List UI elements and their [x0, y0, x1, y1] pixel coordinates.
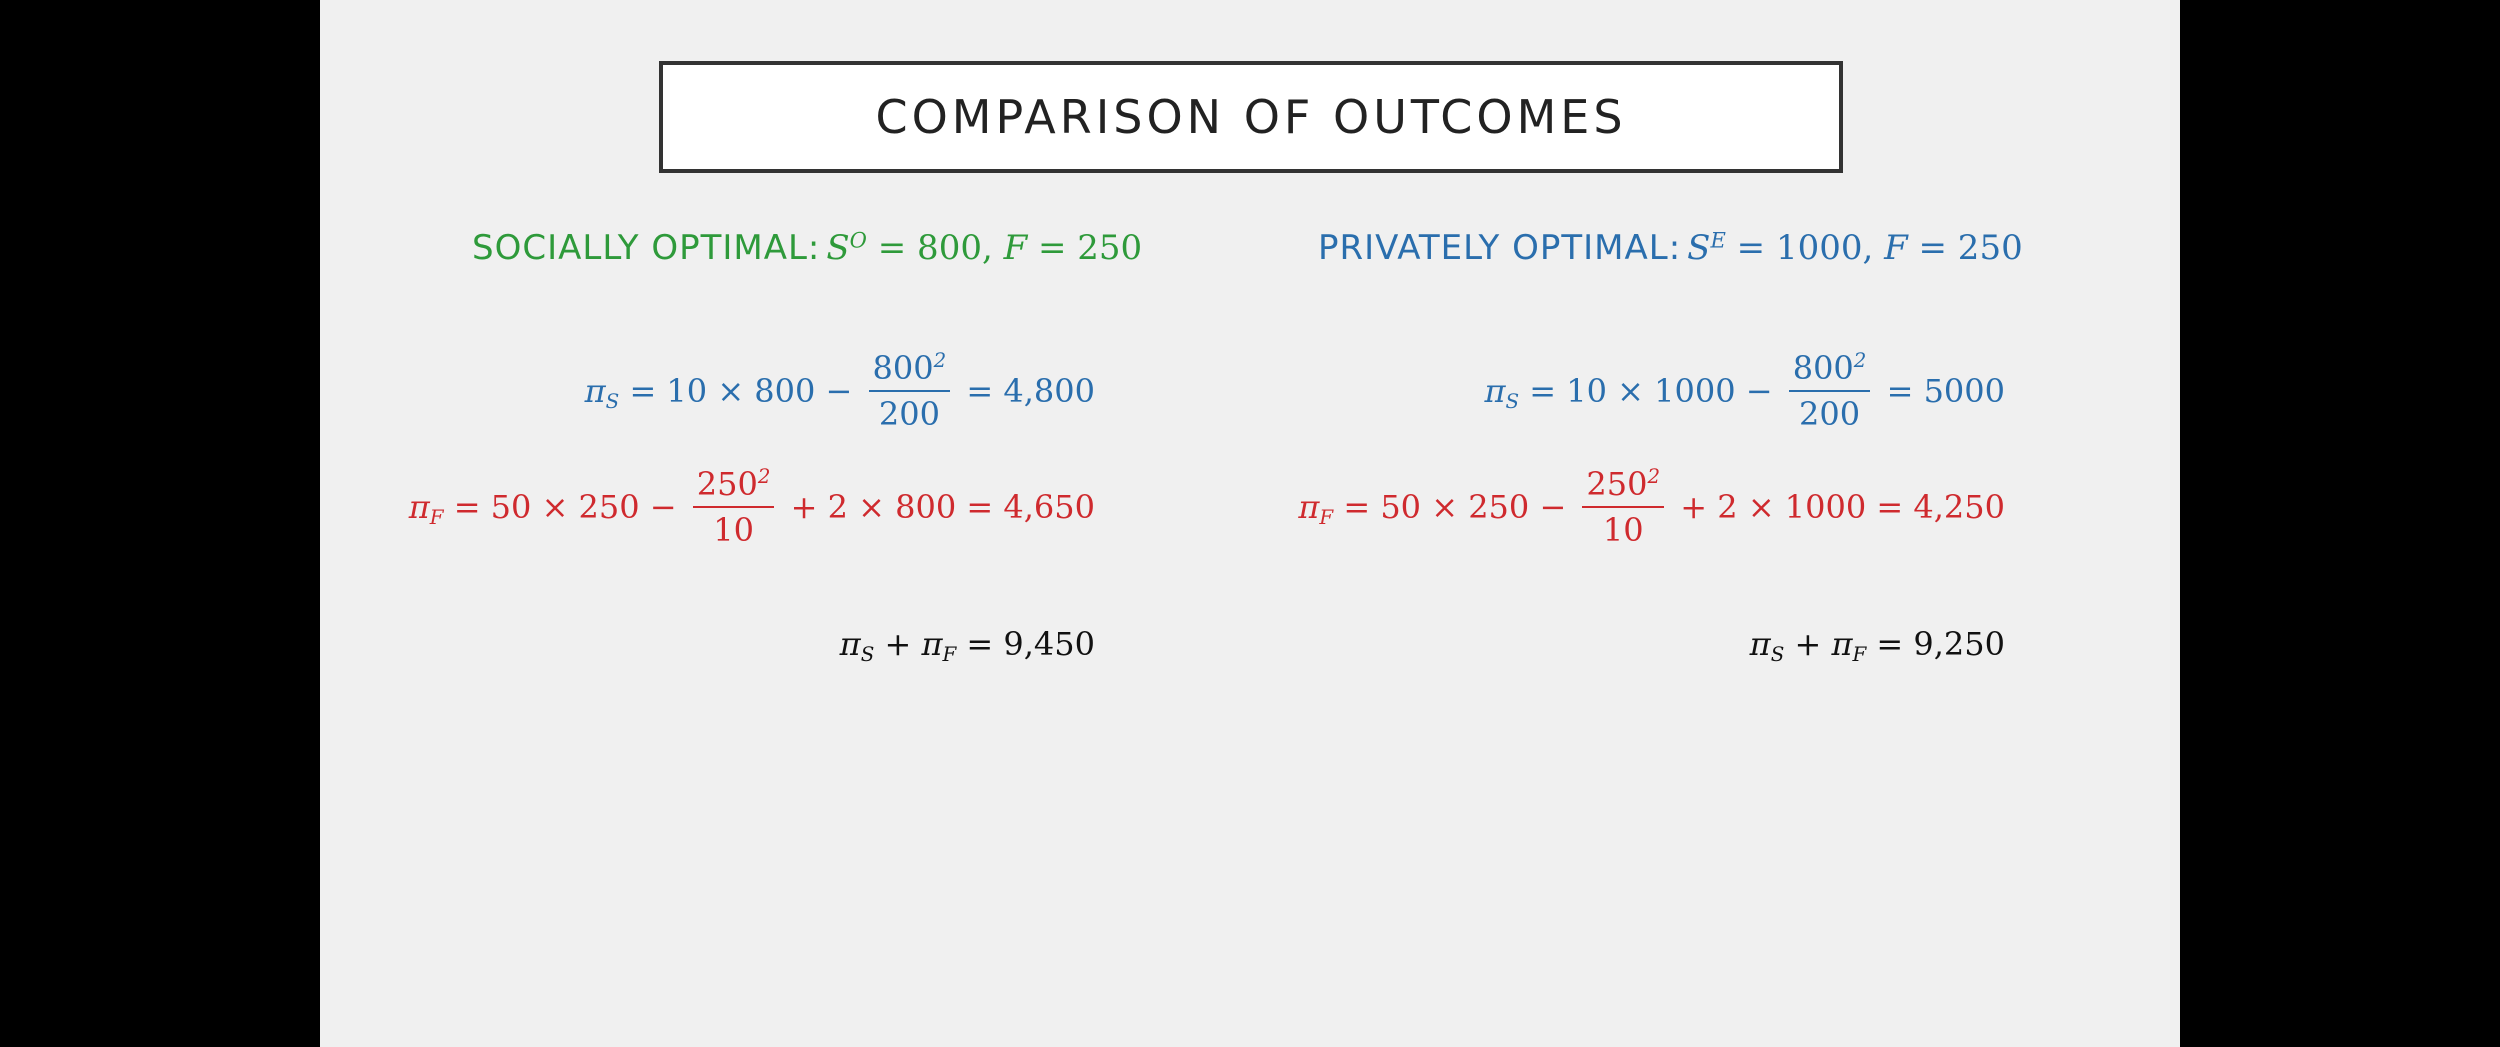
- denominator: 10: [1602, 511, 1644, 549]
- superscript: E: [1710, 227, 1726, 253]
- exponent: 2: [1647, 465, 1661, 489]
- equation-text: = 50 × 250 −: [443, 488, 687, 526]
- fraction: 2502 10: [1582, 464, 1665, 550]
- exponent: 2: [757, 465, 771, 489]
- denominator: 200: [1799, 395, 1861, 433]
- numerator: 250: [696, 465, 758, 503]
- heading-formula: SE = 1000, F = 250: [1687, 228, 2023, 268]
- equation-result: = 9,250: [1866, 625, 2005, 663]
- socially-optimal-heading: SOCIALLY OPTIMAL: SO = 800, F = 250: [472, 228, 1142, 274]
- left-total-profit-equation: πS + πF = 9,450: [839, 625, 1095, 666]
- superscript: O: [849, 227, 867, 253]
- right-profit-f-equation: πF = 50 × 250 − 2502 10 + 2 × 1000 = 4,2…: [1298, 464, 2005, 550]
- denominator: 200: [878, 395, 940, 433]
- fraction: 8002 200: [868, 348, 951, 434]
- left-profit-f-equation: πF = 50 × 250 − 2502 10 + 2 × 800 = 4,65…: [408, 464, 1095, 550]
- denominator: 10: [713, 511, 754, 549]
- numerator: 800: [1792, 349, 1854, 387]
- equation-text: = 10 × 800 −: [619, 372, 863, 410]
- value-text: = 800,: [866, 228, 1004, 268]
- subscript: F: [1319, 505, 1334, 529]
- subscript: S: [860, 642, 875, 666]
- fraction: 8002 200: [1788, 348, 1871, 434]
- var-f: F: [1884, 228, 1908, 268]
- left-profit-s-equation: πS = 10 × 800 − 8002 200 = 4,800: [584, 348, 1095, 434]
- heading-formula: SO = 800, F = 250: [826, 228, 1142, 268]
- numerator: 250: [1586, 465, 1648, 503]
- subscript: F: [429, 505, 444, 529]
- equation-result: = 4,800: [956, 372, 1095, 410]
- equation-result: + 2 × 800 = 4,650: [780, 488, 1095, 526]
- equation-text: = 50 × 250 −: [1333, 488, 1577, 526]
- slide: COMPARISON OF OUTCOMES SOCIALLY OPTIMAL:…: [320, 0, 2180, 1047]
- equation-result: = 5000: [1876, 372, 2005, 410]
- right-profit-s-equation: πS = 10 × 1000 − 8002 200 = 5000: [1484, 348, 2005, 434]
- slide-title: COMPARISON OF OUTCOMES: [875, 90, 1627, 144]
- var-f: F: [1003, 228, 1028, 268]
- subscript: F: [942, 642, 957, 666]
- heading-label: SOCIALLY OPTIMAL:: [472, 228, 821, 268]
- heading-label: PRIVATELY OPTIMAL:: [1318, 228, 1682, 268]
- right-total-profit-equation: πS + πF = 9,250: [1749, 625, 2005, 666]
- subscript: F: [1852, 642, 1867, 666]
- numerator: 800: [872, 349, 934, 387]
- value-text: = 250: [1907, 228, 2023, 268]
- var-s: S: [1687, 228, 1711, 268]
- value-text: = 1000,: [1725, 228, 1885, 268]
- equation-result: + 2 × 1000 = 4,250: [1670, 488, 2005, 526]
- var-s: S: [826, 228, 850, 268]
- subscript: S: [605, 389, 620, 413]
- equation-result: = 9,450: [956, 625, 1095, 663]
- title-box: COMPARISON OF OUTCOMES: [659, 61, 1843, 173]
- exponent: 2: [1853, 349, 1867, 373]
- fraction: 2502 10: [692, 464, 775, 550]
- value-text: = 250: [1027, 228, 1143, 268]
- privately-optimal-heading: PRIVATELY OPTIMAL: SE = 1000, F = 250: [1318, 228, 2023, 274]
- plus-sign: +: [874, 625, 922, 663]
- subscript: S: [1505, 389, 1520, 413]
- subscript: S: [1770, 642, 1785, 666]
- equation-text: = 10 × 1000 −: [1519, 372, 1783, 410]
- exponent: 2: [933, 349, 947, 373]
- plus-sign: +: [1784, 625, 1832, 663]
